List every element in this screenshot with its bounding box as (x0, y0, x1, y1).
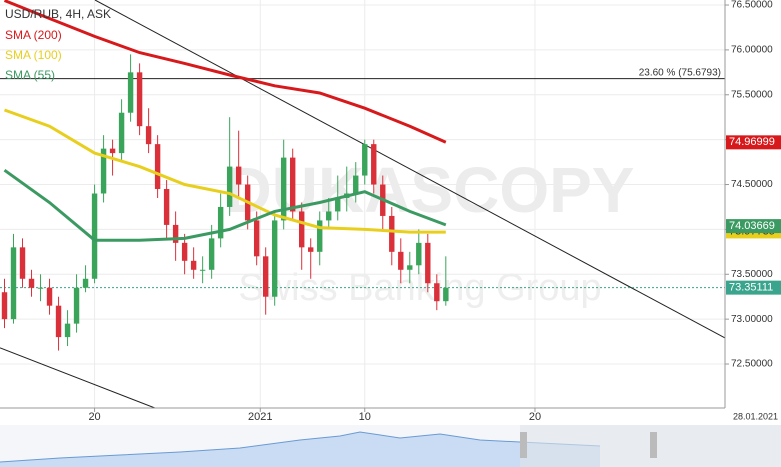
candle-body (181, 242, 188, 261)
candle-body (235, 166, 242, 185)
y-tick-label: 73.50000 (731, 269, 773, 280)
candle-body (208, 238, 215, 270)
legend-entry: SMA (100) (5, 48, 62, 62)
candle-body (226, 166, 233, 207)
y-tick-label: 73.00000 (731, 314, 773, 325)
candle-body (28, 278, 35, 288)
candle-body (55, 305, 62, 338)
y-tick-label: 72.50000 (731, 359, 773, 370)
candle-body (371, 144, 377, 185)
candle-body (100, 148, 107, 194)
price-label-box (726, 280, 781, 295)
candle-body (299, 211, 305, 248)
plot: 23.60 % (75.6793) (0, 0, 725, 408)
candle-body (82, 278, 89, 288)
candle-body (10, 247, 17, 320)
x-end-label: 28.01.2021 (733, 411, 778, 421)
price-label: 74.03669 (729, 220, 775, 232)
candle-body (163, 189, 170, 225)
trendline (94, 0, 725, 339)
candle-body (326, 211, 332, 221)
legend-entry: SMA (200) (5, 28, 62, 42)
candle-body (217, 206, 224, 239)
candle-body (253, 220, 260, 257)
candle-body (362, 144, 368, 176)
fib-label: 23.60 % (75.6793) (639, 67, 721, 78)
candle-body (317, 220, 323, 252)
trendline (0, 347, 156, 408)
candle-body (443, 287, 449, 302)
candle-body (73, 287, 80, 324)
candle-body (262, 256, 269, 297)
navigator-handle[interactable] (650, 432, 657, 458)
price-label-box (726, 135, 781, 150)
axes: 72.5000073.0000073.5000074.0000074.50000… (88, 0, 781, 423)
y-tick-label: 75.50000 (731, 89, 773, 100)
legend: USD/RUB, 4H, ASK SMA (200) SMA (100) SMA… (5, 7, 111, 82)
x-tick-label: 20 (88, 411, 100, 423)
candle-body (407, 265, 413, 270)
candle-body (199, 269, 206, 271)
navigator-area (0, 432, 600, 467)
candle-body (136, 72, 143, 127)
candle-body (46, 287, 53, 306)
candle-body (308, 247, 314, 252)
candle-body (416, 242, 422, 266)
navigator-handle[interactable] (520, 432, 527, 458)
candle-body (172, 224, 179, 243)
watermark-brand: DUKASCOPY (226, 154, 635, 226)
candle-body (271, 220, 278, 297)
candle-body (145, 126, 152, 145)
price-label: 73.35111 (729, 282, 773, 294)
x-tick-label: 2021 (248, 411, 272, 423)
price-label: 74.96999 (729, 136, 775, 148)
sma-line (3, 0, 447, 144)
candle-body (109, 148, 116, 154)
x-tick-label: 10 (359, 411, 371, 423)
sma-line (3, 108, 446, 234)
candle-body (398, 251, 404, 270)
candle-body (290, 157, 296, 212)
y-tick-label: 76.00000 (731, 45, 773, 56)
candle-body (118, 112, 125, 154)
sma-line (3, 168, 447, 242)
price-label-box (726, 219, 781, 234)
candle-body (353, 175, 359, 194)
candle-body (280, 157, 287, 221)
candle-body (425, 242, 431, 284)
navigator (0, 425, 781, 467)
candle-body (335, 197, 341, 212)
chart-title: USD/RUB, 4H, ASK (5, 7, 111, 21)
x-tick-label: 20 (529, 411, 541, 423)
legend-entry: SMA (55) (5, 68, 55, 82)
candle-body (389, 215, 395, 252)
candle-body (434, 283, 440, 302)
candle-body (1, 292, 8, 320)
candle-body (64, 323, 71, 338)
candle-body (19, 247, 26, 279)
candle-body (37, 287, 44, 289)
navigator-line (0, 431, 601, 463)
y-tick-label: 76.50000 (731, 0, 773, 11)
candle-body (91, 193, 98, 279)
y-tick-label: 74.50000 (731, 179, 773, 190)
candle-body (154, 144, 161, 190)
candle-body (127, 72, 134, 113)
candle-body (190, 260, 197, 270)
